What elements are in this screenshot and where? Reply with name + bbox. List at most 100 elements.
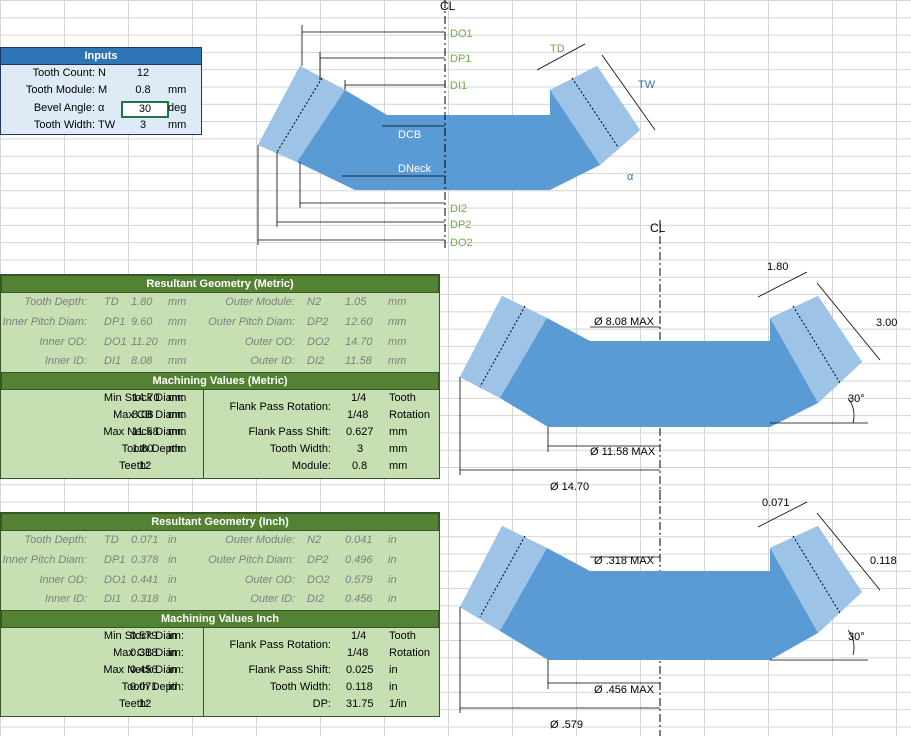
mach-value: 0.118 — [346, 681, 373, 694]
mach-unit: in — [389, 681, 398, 694]
geo-symbol: DO2 — [307, 573, 330, 586]
geo-value: 0.071 — [131, 534, 159, 546]
centerline-label: CL — [440, 0, 456, 13]
mach-unit: in — [168, 681, 177, 694]
geo-unit: mm — [168, 355, 187, 368]
label-dp1: DP1 — [450, 53, 471, 65]
label-di1: DI1 — [450, 80, 467, 92]
label-do1: DO1 — [450, 28, 473, 40]
geo-value: 0.041 — [345, 534, 373, 546]
mach-unit: mm — [168, 426, 187, 439]
geo-unit: mm — [168, 335, 187, 348]
geo-label: Outer OD: — [244, 573, 295, 586]
mach-label: Teeth: — [119, 460, 149, 473]
tooth-module-cell[interactable]: 0.8 — [135, 84, 151, 97]
metric-geometry-table: Resultant Geometry (Metric) Tooth Depth:… — [0, 274, 440, 480]
tooth-count-cell[interactable]: 12 — [136, 67, 150, 79]
geo-symbol: DP2 — [307, 553, 329, 566]
label-dneck: DNeck — [398, 163, 432, 175]
label-dcb: DCB — [398, 129, 421, 141]
geo-unit: in — [168, 534, 177, 546]
geo-label: Inner ID: — [44, 355, 87, 368]
mach-unit: mm — [389, 443, 408, 456]
input-unit: deg — [168, 101, 187, 114]
geo-unit: in — [168, 553, 177, 566]
inch-angle-dim: 30° — [848, 631, 865, 643]
mach-value: 8.08 — [132, 409, 154, 422]
mach-label: Max CB Diam: — [113, 409, 184, 422]
mach-label: Tooth Width: — [269, 443, 331, 456]
metric-neck-dim: Ø 11.58 MAX — [590, 446, 656, 458]
geo-unit: mm — [388, 335, 407, 348]
mach-value: 0.579 — [130, 630, 158, 643]
geo-label: Inner Pitch Diam: — [2, 315, 87, 328]
geo-unit: mm — [168, 315, 187, 328]
tooth-width-cell[interactable]: 3 — [139, 118, 147, 131]
input-unit: mm — [168, 84, 187, 97]
geo-value: 0.441 — [131, 573, 159, 586]
mach-label: Flank Pass Rotation: — [229, 401, 332, 414]
mach-value: 3 — [357, 443, 364, 456]
bevel-angle-cell[interactable]: 30 — [121, 100, 169, 118]
table-row: Tooth Depth: TD 0.071 in Outer Module: N… — [1, 531, 439, 551]
mach-value: 0.8 — [352, 460, 368, 473]
metric-angle-dim: 30° — [848, 393, 865, 405]
mach-value: 1/4 — [351, 630, 367, 643]
mach-label: Flank Pass Shift: — [248, 426, 331, 439]
geo-unit: in — [388, 553, 397, 566]
input-symbol: TW — [98, 118, 116, 131]
input-row-tooth-width: Tooth Width: TW 3 mm — [1, 117, 201, 134]
input-row-tooth-count: Tooth Count: N 12 — [1, 65, 201, 82]
mach-label: Teeth: — [119, 698, 149, 711]
mach-value: 0.318 — [130, 647, 158, 660]
geo-label: Inner ID: — [44, 593, 87, 606]
metric-part-drawing: CL 1.80 3.00 Ø 8.08 MAX 30° Ø 11.58 MAX … — [459, 220, 897, 500]
geo-symbol: DO1 — [104, 335, 127, 348]
mach-label: Tooth Depth: — [121, 443, 184, 456]
geo-unit: mm — [388, 355, 407, 368]
mach-label: Tooth Width: — [269, 681, 331, 694]
geo-value: 0.456 — [345, 593, 373, 606]
metric-cb-dim: Ø 8.08 MAX — [594, 316, 655, 328]
geo-unit: in — [388, 593, 397, 606]
inputs-table: Inputs Tooth Count: N 12 Tooth Module: M… — [0, 47, 202, 136]
metric-mach-body: Min Stock Diam: 14.70 mm Max CB Diam: 8.… — [1, 390, 439, 479]
input-label: Tooth Module: — [25, 84, 95, 97]
mach-unit: mm — [168, 443, 187, 456]
geo-symbol: N2 — [307, 534, 322, 546]
geo-value: 1.80 — [131, 296, 153, 308]
bevel-schematic: CL DO1 DP1 DI1 DI2 DP2 DO2 TD DCB DNeck … — [257, 0, 656, 250]
input-symbol: M — [98, 84, 108, 97]
geo-symbol: DI2 — [307, 355, 325, 368]
table-row: Tooth Depth: TD 1.80 mm Outer Module: N2… — [1, 293, 439, 313]
geo-label: Outer Module: — [225, 296, 295, 308]
mach-value: 1.80 — [132, 443, 154, 456]
label-dp2: DP2 — [450, 219, 471, 231]
mach-value: 12 — [139, 698, 152, 711]
mach-label: DP: — [312, 698, 331, 711]
inch-cb-dim: Ø .318 MAX — [594, 555, 655, 567]
mach-unit: in — [168, 664, 177, 677]
inch-part-drawing: 0.071 0.118 Ø .318 MAX 30° Ø .456 MAX Ø … — [459, 490, 897, 736]
mach-unit: mm — [389, 426, 408, 439]
geo-label: Outer Module: — [225, 534, 295, 546]
geo-unit: mm — [388, 296, 407, 308]
geo-label: Outer ID: — [250, 355, 295, 368]
geo-symbol: DI1 — [104, 355, 122, 368]
input-symbol: α — [98, 101, 105, 114]
table-row: Inner ID: DI1 8.08 mm Outer ID: DI2 11.5… — [1, 352, 439, 372]
inch-mach-body: Min Stock Diam: 0.579 in Max CB Diam: 0.… — [1, 628, 439, 717]
mach-value: 31.75 — [346, 698, 374, 711]
label-tw: TW — [638, 79, 656, 91]
input-label: Bevel Angle: — [33, 101, 95, 114]
mach-unit: Tooth — [389, 630, 416, 643]
mach-value: 0.025 — [346, 664, 374, 677]
label-do2: DO2 — [450, 237, 473, 249]
mach-label: Max CB Diam: — [113, 647, 184, 660]
mach-label: Module: — [291, 460, 331, 473]
geo-symbol: DI2 — [307, 593, 325, 606]
table-row: Inner OD: DO1 11.20 mm Outer OD: DO2 14.… — [1, 333, 439, 353]
mach-label: Flank Pass Shift: — [248, 664, 331, 677]
inputs-title: Inputs — [1, 48, 201, 65]
label-td: TD — [550, 43, 565, 55]
